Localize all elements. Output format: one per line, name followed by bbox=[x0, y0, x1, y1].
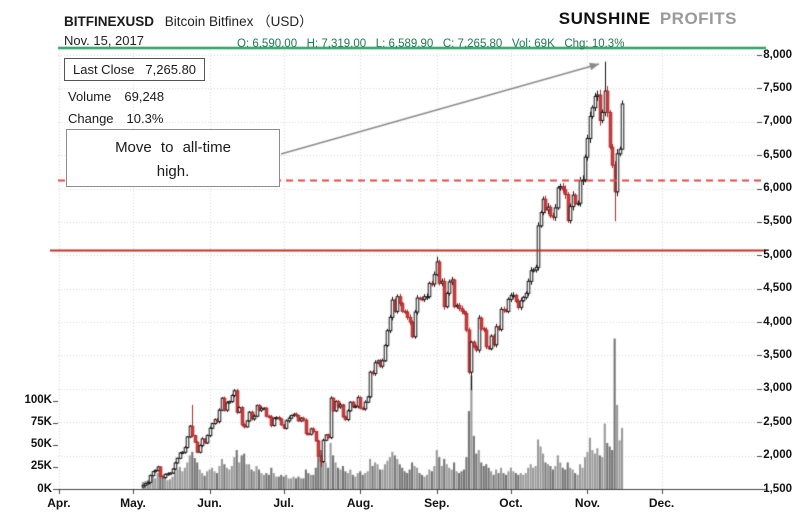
price-tick-label: 6,500 bbox=[763, 148, 792, 161]
chart-date: Nov. 15, 2017 bbox=[64, 33, 144, 48]
price-tick-label: 2,000 bbox=[763, 449, 792, 462]
annotation-text-line2: high. bbox=[156, 163, 190, 180]
month-tick-label: Oct. bbox=[499, 496, 523, 510]
change-value: 10.3% bbox=[126, 111, 164, 126]
volume-line: Volume 69,248 bbox=[68, 89, 164, 104]
volume-tick-label: 100K bbox=[24, 394, 53, 406]
month-tick-label: Jul. bbox=[273, 496, 294, 510]
month-tick-label: Apr. bbox=[47, 496, 71, 510]
price-tick-label: 6,000 bbox=[763, 182, 792, 195]
price-tick-label: 7,000 bbox=[763, 115, 792, 128]
month-tick-label: Jun. bbox=[197, 496, 222, 510]
last-close-box: Last Close 7,265.80 bbox=[64, 58, 206, 81]
change-line: Change 10.3% bbox=[68, 111, 163, 126]
price-tick-label: 2,500 bbox=[763, 415, 792, 428]
month-tick-label: Dec. bbox=[648, 496, 675, 510]
volume-label: Volume bbox=[68, 89, 112, 104]
price-tick-label: 7,500 bbox=[763, 81, 792, 94]
price-tick-label: 3,000 bbox=[763, 382, 792, 395]
price-tick-label: 5,000 bbox=[763, 248, 792, 261]
volume-tick-label: 75K bbox=[30, 416, 52, 429]
month-tick-label: Sep. bbox=[424, 496, 450, 510]
instrument-title: BITFINEXUSD Bitcoin Bitfinex （USD） bbox=[64, 10, 313, 30]
price-tick-label: 5,500 bbox=[763, 215, 792, 228]
volume-tick-label: 25K bbox=[30, 460, 52, 473]
volume-value: 69,248 bbox=[124, 89, 165, 104]
brand-secondary: PROFITS bbox=[659, 9, 737, 28]
volume-tick-label: 0K bbox=[37, 482, 52, 495]
last-close-value: 7,265.80 bbox=[145, 62, 197, 77]
instrument-symbol: BITFINEXUSD bbox=[64, 14, 155, 29]
price-tick-label: 4,000 bbox=[763, 315, 792, 328]
annotation-box: Move to all-time high. bbox=[66, 129, 280, 187]
price-tick-label: 8,000 bbox=[763, 48, 792, 61]
brand-primary: SUNSHINE bbox=[558, 9, 651, 28]
month-tick-label: Nov. bbox=[574, 496, 601, 510]
price-tick-label: 1,500 bbox=[763, 482, 792, 495]
last-close-label: Last Close bbox=[73, 62, 135, 77]
price-tick-label: 4,500 bbox=[763, 282, 792, 295]
instrument-description: Bitcoin Bitfinex （USD） bbox=[164, 14, 313, 29]
annotation-text-line1: Move to all-time bbox=[115, 139, 231, 156]
ohlc-summary: O: 6,590.00 H: 7,319.00 L: 6,589.90 C: 7… bbox=[237, 38, 625, 50]
volume-tick-label: 50K bbox=[30, 438, 52, 451]
month-tick-label: May. bbox=[120, 496, 146, 510]
brand-logo: SUNSHINE PROFITS bbox=[559, 9, 737, 29]
price-tick-label: 3,500 bbox=[763, 348, 792, 361]
month-tick-label: Aug. bbox=[346, 496, 374, 510]
change-label: Change bbox=[68, 111, 114, 126]
